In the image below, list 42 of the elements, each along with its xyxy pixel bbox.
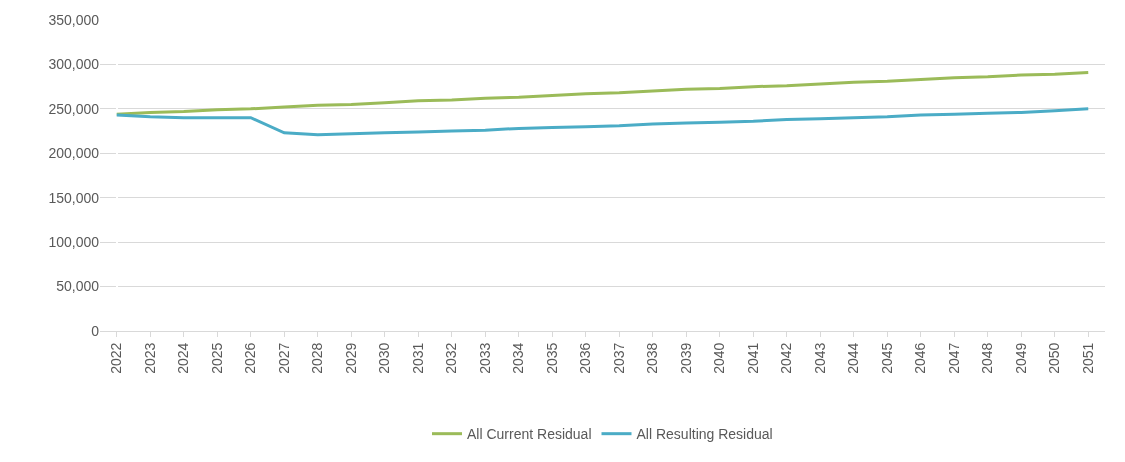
x-tick-label: 2050 — [1046, 342, 1063, 374]
y-tick-label: 50,000 — [56, 278, 100, 295]
x-tick-label: 2042 — [778, 342, 795, 374]
x-tick-label: 2029 — [342, 342, 359, 374]
x-tick-label: 2049 — [1012, 342, 1029, 374]
x-tick-label: 2041 — [744, 342, 761, 374]
x-tick-label: 2045 — [878, 342, 895, 374]
line-series — [115, 107, 1090, 137]
x-tick-label: 2024 — [175, 342, 192, 374]
y-tick-label: 100,000 — [48, 234, 100, 251]
y-tick-label: 350,000 — [48, 11, 100, 28]
line-series — [115, 70, 1090, 116]
y-tick-label: 250,000 — [48, 100, 100, 117]
x-tick-label: 2035 — [543, 342, 560, 374]
x-tick-label: 2028 — [309, 342, 326, 374]
x-tick-label: 2034 — [510, 342, 527, 374]
x-tick-label: 2030 — [376, 342, 393, 374]
x-tick-label: 2047 — [945, 342, 962, 374]
x-tick-label: 2039 — [677, 342, 694, 374]
x-tick-label: 2046 — [912, 342, 929, 374]
y-tick-label: 0 — [91, 322, 100, 339]
y-tick-label: 300,000 — [48, 56, 100, 73]
x-tick-label: 2033 — [476, 342, 493, 374]
x-tick-label: 2043 — [811, 342, 828, 374]
y-tick-label: 200,000 — [48, 145, 100, 162]
x-tick-label: 2048 — [979, 342, 996, 374]
x-tick-label: 2040 — [711, 342, 728, 374]
x-tick-label: 2027 — [275, 342, 292, 374]
legend-label: All Resulting Residual — [636, 426, 773, 443]
x-tick-label: 2026 — [242, 342, 259, 374]
x-tick-label: 2022 — [108, 342, 125, 374]
x-tick-label: 2037 — [610, 342, 627, 374]
x-tick-label: 2036 — [577, 342, 594, 374]
x-tick-label: 2025 — [208, 342, 225, 374]
x-tick-label: 2031 — [409, 342, 426, 374]
x-tick-label: 2032 — [443, 342, 460, 374]
x-tick-label: 2023 — [141, 342, 158, 374]
x-tick-label: 2044 — [845, 342, 862, 374]
x-tick-label: 2051 — [1079, 342, 1096, 374]
legend-label: All Current Residual — [467, 426, 592, 443]
x-tick-label: 2038 — [644, 342, 661, 374]
y-tick-label: 150,000 — [48, 189, 100, 206]
